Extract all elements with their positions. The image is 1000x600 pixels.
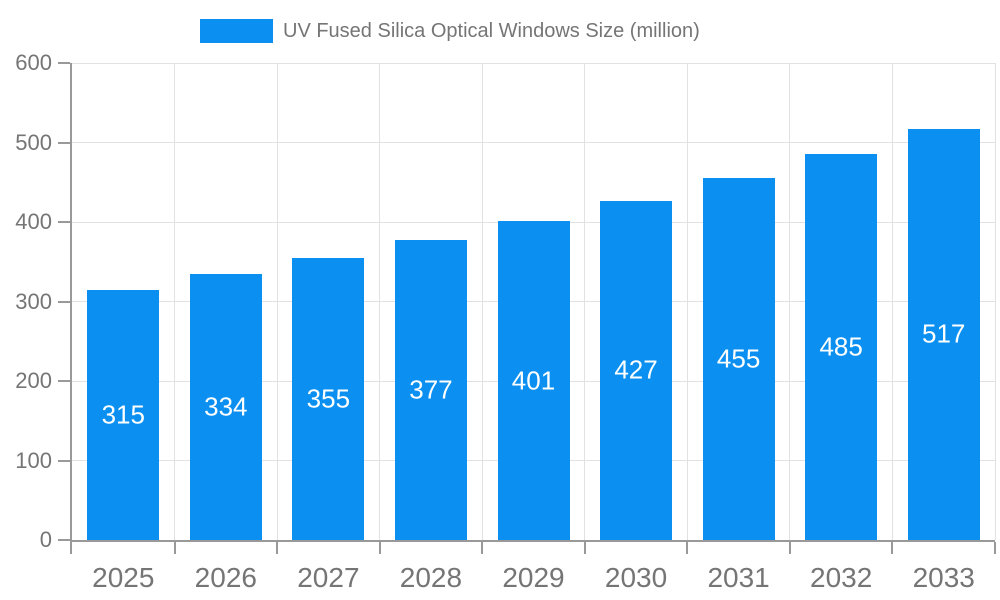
bar-value-label: 315 (101, 399, 145, 430)
x-axis-tick (70, 542, 72, 554)
y-axis-label: 300 (15, 288, 52, 314)
y-axis-label: 400 (15, 209, 52, 234)
x-axis-tick (276, 542, 279, 554)
y-axis-label: 0 (39, 527, 52, 552)
y-axis-line (70, 63, 72, 540)
y-axis-label: 600 (15, 50, 52, 75)
x-axis-tick (583, 542, 586, 554)
gridline-vertical (789, 63, 791, 540)
bar-value-label: 485 (819, 331, 863, 362)
gridline-horizontal (72, 62, 995, 64)
y-axis-tick (58, 62, 70, 64)
x-axis-tick (173, 542, 176, 554)
gridline-vertical (174, 63, 176, 540)
x-axis-label: 2028 (399, 562, 463, 593)
bar-2029[interactable]: 401 (497, 221, 570, 540)
gridline-horizontal (72, 142, 995, 143)
y-axis-tick (58, 459, 70, 462)
x-axis-tick (891, 542, 894, 554)
y-axis-tick (58, 300, 70, 303)
legend-label: UV Fused Silica Optical Windows Size (mi… (283, 19, 700, 42)
x-axis-tick (788, 542, 791, 554)
y-axis-tick (58, 141, 70, 144)
legend-swatch-icon (200, 19, 273, 43)
bar-value-label: 517 (922, 318, 966, 349)
y-axis-label: 100 (15, 447, 52, 473)
bar-2030[interactable]: 427 (600, 200, 673, 540)
gridline-vertical (276, 63, 278, 540)
y-axis-label: 200 (15, 368, 52, 393)
x-axis-label: 2029 (502, 562, 565, 593)
x-axis-label: 2030 (604, 562, 668, 593)
bar-value-label: 334 (204, 391, 248, 422)
bar-2026[interactable]: 334 (189, 274, 262, 540)
x-axis-tick (481, 542, 484, 554)
y-axis-tick (58, 221, 70, 223)
gridline-vertical (481, 63, 483, 540)
x-axis-line (70, 540, 995, 542)
bar-value-label: 355 (306, 383, 351, 414)
bar-2032[interactable]: 485 (805, 154, 878, 540)
x-axis-label: 2026 (194, 562, 257, 593)
gridline-vertical (891, 63, 893, 540)
legend[interactable]: UV Fused Silica Optical Windows Size (mi… (200, 19, 700, 43)
x-axis-tick (378, 542, 381, 554)
bar-value-label: 427 (614, 354, 658, 385)
gridline-vertical (584, 63, 586, 540)
bar-2025[interactable]: 315 (87, 289, 160, 540)
bar-value-label: 377 (409, 374, 453, 405)
x-axis-label: 2031 (707, 562, 770, 593)
bar-2031[interactable]: 455 (702, 178, 775, 540)
x-axis-tick (994, 542, 996, 554)
x-axis-label: 2032 (810, 562, 873, 593)
bar-2033[interactable]: 517 (907, 128, 980, 540)
x-axis-label: 2025 (92, 562, 155, 593)
bar-2028[interactable]: 377 (394, 240, 467, 540)
bar-value-label: 455 (716, 343, 761, 374)
x-axis-label: 2033 (912, 562, 975, 593)
gridline-vertical (686, 63, 688, 540)
gridline-vertical (379, 63, 381, 540)
plot-area: 315 2025 334 2026 355 2027 377 2028 401 2029 427 20… (58, 62, 996, 593)
x-axis-label: 2027 (297, 562, 360, 593)
gridline-vertical (994, 63, 996, 540)
y-axis-tick (58, 539, 70, 541)
y-axis-label: 500 (15, 129, 52, 155)
x-axis-tick (686, 542, 689, 554)
bar-value-label: 401 (511, 365, 556, 396)
bar-2027[interactable]: 355 (292, 257, 365, 540)
y-axis-tick (58, 380, 70, 382)
